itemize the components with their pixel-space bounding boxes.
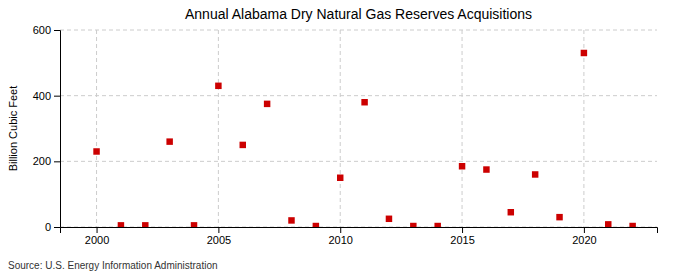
grid-line <box>60 30 657 31</box>
point <box>605 221 611 227</box>
grid-line <box>340 30 341 227</box>
point <box>313 223 319 227</box>
point <box>118 222 124 227</box>
grid-line <box>583 30 584 227</box>
tick-mark <box>462 227 463 233</box>
tick: 2010 <box>328 227 352 246</box>
tick-mark <box>54 96 60 97</box>
grid-line <box>462 30 463 227</box>
tick-label: 2000 <box>85 234 109 246</box>
point <box>386 216 392 222</box>
points <box>93 50 636 227</box>
annotation: Source: U.S. Energy Information Administ… <box>8 260 218 271</box>
point <box>410 223 416 227</box>
point <box>434 223 440 227</box>
point <box>361 99 367 105</box>
grid-line <box>60 161 657 162</box>
point <box>264 101 270 107</box>
tick-label: 2010 <box>328 234 352 246</box>
tick: 400 <box>33 90 60 102</box>
point <box>166 138 172 144</box>
x-axis: 2000 2005 2010 2015 2020 <box>61 227 658 246</box>
tick: 0 <box>45 221 60 233</box>
grid-line <box>60 95 657 96</box>
point <box>508 209 514 215</box>
tick-mark <box>54 161 60 162</box>
plot: 2000 2005 2010 2015 2020 0 200 400 600 <box>33 24 658 246</box>
tick: 2015 <box>450 227 474 246</box>
tick-mark <box>340 227 341 233</box>
point <box>288 217 294 223</box>
point <box>240 142 246 148</box>
point <box>191 222 197 227</box>
point <box>581 50 587 56</box>
point <box>532 171 538 177</box>
tick-mark <box>54 30 60 31</box>
tick-mark <box>218 227 219 233</box>
y-axis: 0 200 400 600 <box>33 24 61 233</box>
chart: 2000 2005 2010 2015 2020 0 200 400 600 Annual Ala… <box>0 0 675 275</box>
tick-label: 2020 <box>572 234 596 246</box>
tick-label: 600 <box>33 24 51 36</box>
grid-line <box>96 30 97 227</box>
grid <box>60 30 657 227</box>
tick: 2005 <box>207 227 231 246</box>
tick-label: 200 <box>33 155 51 167</box>
point <box>629 223 635 227</box>
point <box>215 83 221 89</box>
point <box>337 175 343 181</box>
tick-mark <box>97 227 98 233</box>
point <box>142 222 148 227</box>
title: Annual Alabama Dry Natural Gas Reserves … <box>185 6 532 22</box>
point <box>483 166 489 172</box>
y-axis-title: Billion Cubic Feet <box>7 86 19 172</box>
tick-label: 2015 <box>450 234 474 246</box>
grid-line <box>218 30 219 227</box>
axis-line <box>54 31 61 228</box>
tick-mark <box>584 227 585 233</box>
tick-label: 2005 <box>207 234 231 246</box>
tick-label: 0 <box>45 221 51 233</box>
axis-line <box>61 228 658 234</box>
tick: 2020 <box>572 227 596 246</box>
tick-label: 400 <box>33 90 51 102</box>
point <box>93 148 99 154</box>
tick-mark <box>54 227 60 228</box>
point <box>459 163 465 169</box>
tick: 200 <box>33 155 60 167</box>
tick: 600 <box>33 24 60 36</box>
tick: 2000 <box>85 227 109 246</box>
point <box>556 214 562 220</box>
